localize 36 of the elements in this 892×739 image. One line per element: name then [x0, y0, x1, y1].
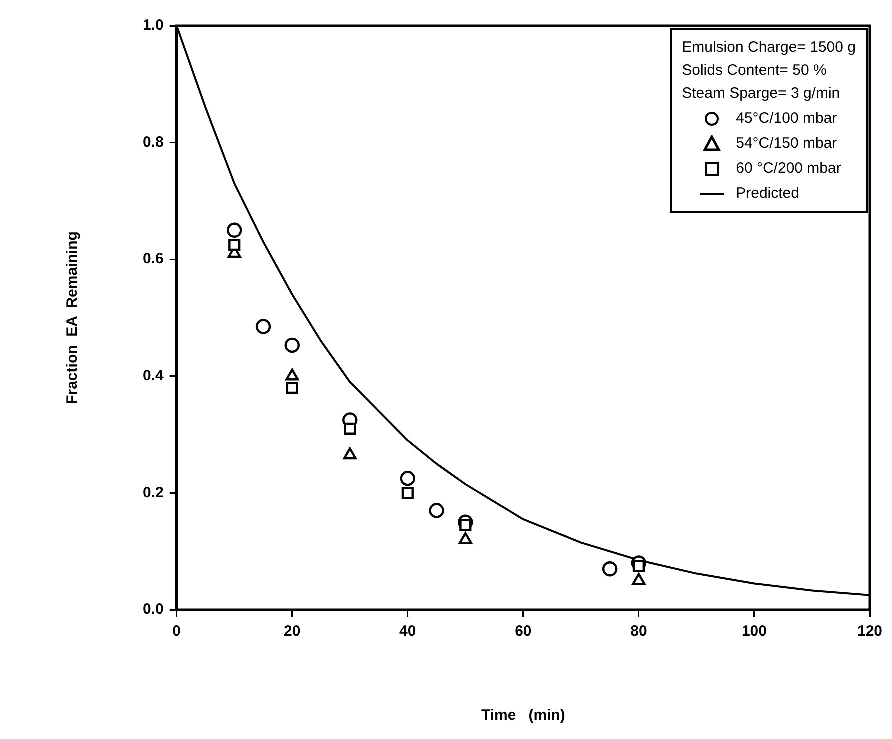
point — [632, 560, 645, 572]
point — [227, 222, 242, 238]
y-tick-label: 0.2 — [142, 484, 164, 502]
x-tick-label: 120 — [857, 623, 883, 640]
point — [402, 487, 414, 500]
y-tick-label: 1.0 — [142, 17, 164, 34]
y-axis-title: Fraction EA Remaining — [64, 232, 82, 404]
point — [343, 448, 357, 460]
point — [284, 338, 300, 354]
y-tick-label: 0.4 — [142, 368, 164, 385]
annotation: Solids Content= 50 % — [682, 61, 828, 81]
point — [602, 562, 618, 577]
y-tick-label: 0.0 — [142, 601, 164, 618]
x-tick-label: 20 — [284, 623, 301, 640]
point — [286, 368, 300, 381]
legend-label: 54°C/150 mbar — [736, 134, 838, 154]
x-axis-title: Time (min) — [481, 707, 566, 724]
annotation: Emulsion Charge= 1500 g — [682, 38, 856, 58]
point — [256, 319, 272, 334]
legend-label: 45°C/100 mbar — [736, 109, 838, 129]
point — [344, 422, 356, 436]
x-tick-label: 100 — [742, 623, 767, 640]
point — [460, 519, 472, 532]
point — [429, 503, 444, 518]
annotation: Steam Sparge= 3 g/min — [682, 84, 842, 104]
y-tick-label: 0.8 — [142, 134, 164, 151]
x-tick-label: 40 — [400, 623, 416, 640]
point — [228, 238, 241, 252]
x-tick-label: 80 — [630, 623, 648, 640]
x-tick-label: 0 — [172, 623, 182, 640]
point — [400, 471, 416, 486]
legend-label: 60 °C/200 mbar — [736, 159, 842, 179]
x-tick-label: 60 — [515, 623, 532, 640]
y-tick-label: 0.6 — [142, 250, 164, 268]
point — [286, 382, 298, 394]
legend-label: Predicted — [736, 184, 800, 204]
